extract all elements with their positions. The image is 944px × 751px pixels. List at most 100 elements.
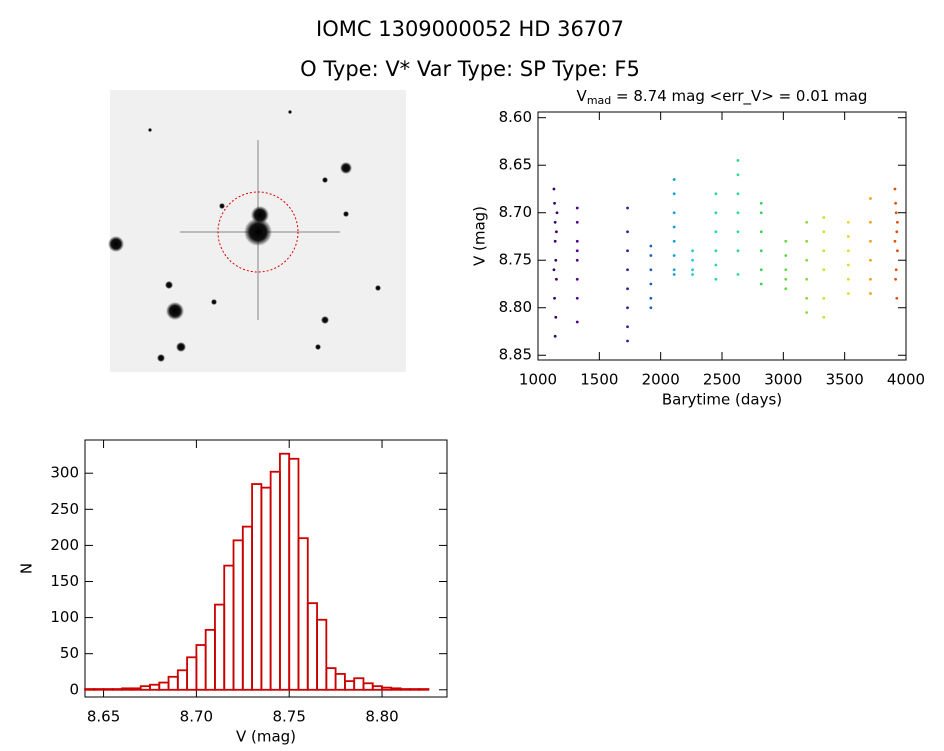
point xyxy=(554,258,558,262)
point xyxy=(649,282,653,286)
point xyxy=(822,296,826,300)
bar xyxy=(316,618,328,691)
point xyxy=(805,277,809,281)
point xyxy=(784,277,788,281)
y-tick-label: 250 xyxy=(50,500,79,518)
point xyxy=(649,254,653,257)
point xyxy=(555,230,558,234)
point xyxy=(736,273,740,276)
y-tick-label: 8.65 xyxy=(499,156,532,174)
point xyxy=(894,201,897,205)
point xyxy=(626,206,629,210)
point xyxy=(626,287,629,291)
point xyxy=(784,254,788,257)
bar xyxy=(158,681,170,691)
y-tick-label: 8.60 xyxy=(499,108,532,126)
point xyxy=(736,192,740,196)
point xyxy=(896,220,899,224)
point xyxy=(714,277,718,281)
point xyxy=(575,296,579,300)
point xyxy=(784,287,788,291)
point xyxy=(626,306,629,310)
point xyxy=(575,277,579,281)
point xyxy=(672,268,676,272)
point xyxy=(553,201,556,205)
bar xyxy=(381,686,393,691)
point xyxy=(672,192,676,196)
title: IOMC 1309000052 HD 36707 xyxy=(316,17,624,41)
bar xyxy=(408,688,421,691)
point xyxy=(691,249,694,253)
point xyxy=(869,277,872,281)
x-tick-label: 8.75 xyxy=(273,708,306,726)
point xyxy=(822,216,826,219)
point xyxy=(691,268,694,272)
point xyxy=(714,192,718,196)
bar xyxy=(130,687,142,691)
point xyxy=(714,249,718,253)
point xyxy=(554,315,558,319)
point xyxy=(805,258,809,262)
bar xyxy=(102,688,114,691)
point xyxy=(714,211,718,215)
point xyxy=(846,235,850,238)
y-tick-label: 8.80 xyxy=(499,298,532,316)
point xyxy=(553,334,557,338)
chart-title: Vmad = 8.74 mag <err_V> = 0.01 mag xyxy=(577,87,868,108)
point xyxy=(714,263,718,267)
point xyxy=(822,268,826,272)
bar xyxy=(204,628,216,691)
point xyxy=(869,239,872,243)
point xyxy=(553,220,557,224)
bar xyxy=(167,675,179,691)
point xyxy=(784,239,788,243)
point xyxy=(846,292,850,295)
x-tick-label: 8.80 xyxy=(365,708,398,726)
point xyxy=(846,220,850,224)
bar xyxy=(139,685,151,691)
point xyxy=(672,273,676,276)
point xyxy=(759,249,763,253)
point xyxy=(672,211,676,215)
x-tick-label: 1000 xyxy=(519,371,557,389)
point xyxy=(894,211,898,215)
point xyxy=(895,230,899,234)
point xyxy=(555,277,558,281)
point xyxy=(649,268,653,272)
point xyxy=(672,239,676,243)
point xyxy=(626,339,629,343)
point xyxy=(672,254,676,257)
bar xyxy=(343,680,356,691)
bar xyxy=(334,672,346,691)
point xyxy=(759,268,763,272)
x-axis-label: Barytime (days) xyxy=(662,391,782,409)
point xyxy=(626,249,629,253)
point xyxy=(672,225,676,229)
bar xyxy=(195,644,207,691)
y-tick-label: 150 xyxy=(50,572,79,590)
bar xyxy=(362,682,374,691)
point xyxy=(869,292,872,295)
bar xyxy=(176,669,189,691)
point xyxy=(759,211,763,215)
point xyxy=(869,258,872,262)
point xyxy=(846,277,850,281)
point xyxy=(649,306,653,310)
x-tick-label: 2500 xyxy=(703,371,741,389)
point xyxy=(805,296,809,300)
point xyxy=(575,249,579,253)
point xyxy=(894,277,897,281)
point xyxy=(822,230,826,234)
y-axis-label: N xyxy=(18,563,36,574)
bar xyxy=(297,537,309,691)
point xyxy=(846,249,850,253)
point xyxy=(805,220,809,224)
y-tick-label: 8.85 xyxy=(499,346,532,364)
point xyxy=(575,239,579,243)
point xyxy=(893,239,897,243)
y-tick-label: 8.75 xyxy=(499,251,532,269)
point xyxy=(893,187,897,191)
y-tick-label: 100 xyxy=(50,608,79,626)
point xyxy=(555,211,559,215)
y-tick-label: 200 xyxy=(50,536,79,554)
